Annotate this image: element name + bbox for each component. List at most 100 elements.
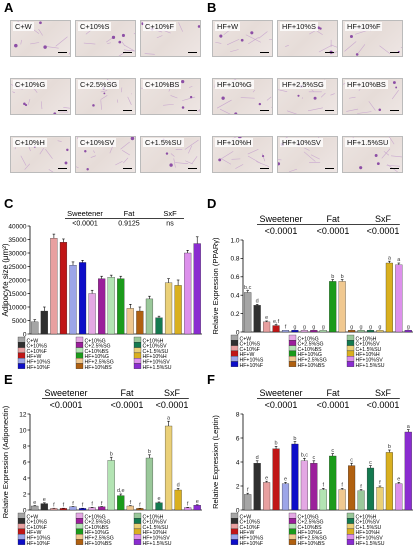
membrane-line (391, 90, 399, 100)
y-tick-label: 2 (236, 483, 240, 490)
legend-label: C+W (27, 514, 39, 520)
legend-label: C+1.5%SU (143, 349, 169, 355)
bar (145, 457, 154, 511)
membrane-line (170, 153, 175, 157)
legend-label: C+10%BS (85, 349, 110, 355)
membrane-line (268, 39, 272, 41)
significance-letter: f (341, 483, 343, 489)
stats-header: Sweetener (44, 388, 87, 398)
stats-pvalue: 0.9125 (118, 221, 140, 228)
bar (272, 325, 280, 333)
legend-label: C+10%F (27, 349, 47, 355)
bar (164, 425, 173, 511)
significance-letter: f (360, 484, 362, 490)
significance-letter: d (256, 455, 259, 461)
high-fat-tile-label: HF+10%SV (280, 138, 323, 147)
y-tick-label: 25000 (8, 264, 26, 271)
membrane-line (245, 34, 261, 43)
scale-bar (325, 51, 334, 53)
legend-label: HF+10%SV (356, 357, 384, 363)
membrane-line (76, 137, 79, 139)
bar (117, 278, 125, 335)
y-tick-label: 10000 (8, 304, 26, 311)
legend-swatch (75, 523, 84, 530)
nucleus-dot (261, 155, 265, 158)
membrane-line (121, 41, 126, 46)
nucleus-dot (23, 102, 26, 106)
membrane-line (278, 159, 282, 161)
significance-letter: b (275, 441, 278, 447)
membrane-line (348, 96, 356, 99)
legend-label: HF+2.5%SG (298, 357, 327, 363)
legend-swatch (288, 334, 297, 341)
high-fat-tile: HF+10%F (342, 20, 403, 57)
bar (126, 505, 134, 511)
legend-swatch (230, 539, 239, 545)
membrane-line (123, 157, 129, 164)
legend-swatch (346, 534, 355, 540)
bar (319, 489, 327, 511)
y-tick-label: 0 (236, 507, 240, 514)
membrane-line (107, 42, 111, 44)
bar (376, 487, 384, 511)
stats-header: Fat (120, 388, 134, 398)
bar (59, 508, 68, 511)
high-fat-tile: HF+10%G (212, 78, 273, 115)
legend-swatch (17, 539, 26, 545)
legend-swatch (17, 358, 26, 364)
legend-label: C+10%G (298, 336, 319, 342)
stats-pvalue: <0.0001 (111, 400, 144, 410)
legend-swatch (346, 345, 355, 352)
nucleus-dot (130, 137, 135, 141)
chart-leptin-expression: Sweetener Fat SxF <0.0001 <0.0001 <0.0001 0 2 4 6… (211, 388, 413, 547)
legend-swatch (346, 518, 355, 524)
scale-bar (390, 167, 399, 169)
panel-label-a: A (4, 0, 14, 15)
membrane-line (391, 155, 402, 158)
panel-label-e: E (4, 372, 13, 387)
membrane-line (307, 107, 323, 112)
nucleus-dot (64, 161, 68, 165)
bar (78, 262, 87, 335)
control-tile: C+10%G (10, 78, 71, 115)
scale-bar (123, 51, 132, 53)
legend-label: HF+W (27, 530, 42, 536)
membrane-line (220, 151, 234, 160)
membrane-line (215, 41, 222, 44)
membrane-line (256, 161, 270, 167)
membrane-line (45, 149, 53, 159)
significance-letter: f (247, 487, 249, 493)
nucleus-dot (250, 31, 254, 35)
membrane-line (344, 41, 357, 52)
stats-pvalue: ns (166, 221, 174, 228)
stats-pvalue: <0.0001 (317, 400, 350, 410)
legend-label: HF+10%H (356, 352, 380, 358)
stats-pvalue: <0.0001 (265, 400, 298, 410)
bar (366, 467, 375, 511)
bar (69, 506, 77, 511)
bar (50, 238, 58, 335)
nucleus-dot (218, 158, 222, 162)
y-tick-label: 0.4 (230, 293, 239, 300)
legend-swatch (75, 518, 84, 524)
high-fat-tile-label: HF+2.5%SG (280, 80, 326, 89)
high-fat-tile: HF+2.5%SG (277, 78, 338, 115)
membrane-line (123, 49, 135, 52)
membrane-line (221, 158, 232, 165)
membrane-line (120, 141, 130, 150)
membrane-line (100, 90, 108, 93)
legend-label: HF+2.5%SG (298, 535, 327, 541)
y-tick-label: 10 (19, 427, 27, 434)
stats-header: Sweetener (259, 214, 302, 224)
legend-swatch (17, 336, 26, 343)
significance-letter: b,c (301, 453, 309, 459)
legend-swatch (346, 523, 355, 530)
legend-label: HF+10%F (240, 541, 264, 547)
membrane-line (310, 154, 320, 160)
control-tile: C+10%S (75, 20, 136, 57)
bar (174, 489, 182, 511)
bar (136, 310, 144, 335)
membrane-line (185, 160, 193, 165)
significance-letter: f (82, 502, 84, 508)
stats-pvalue: <0.0001 (367, 226, 400, 236)
